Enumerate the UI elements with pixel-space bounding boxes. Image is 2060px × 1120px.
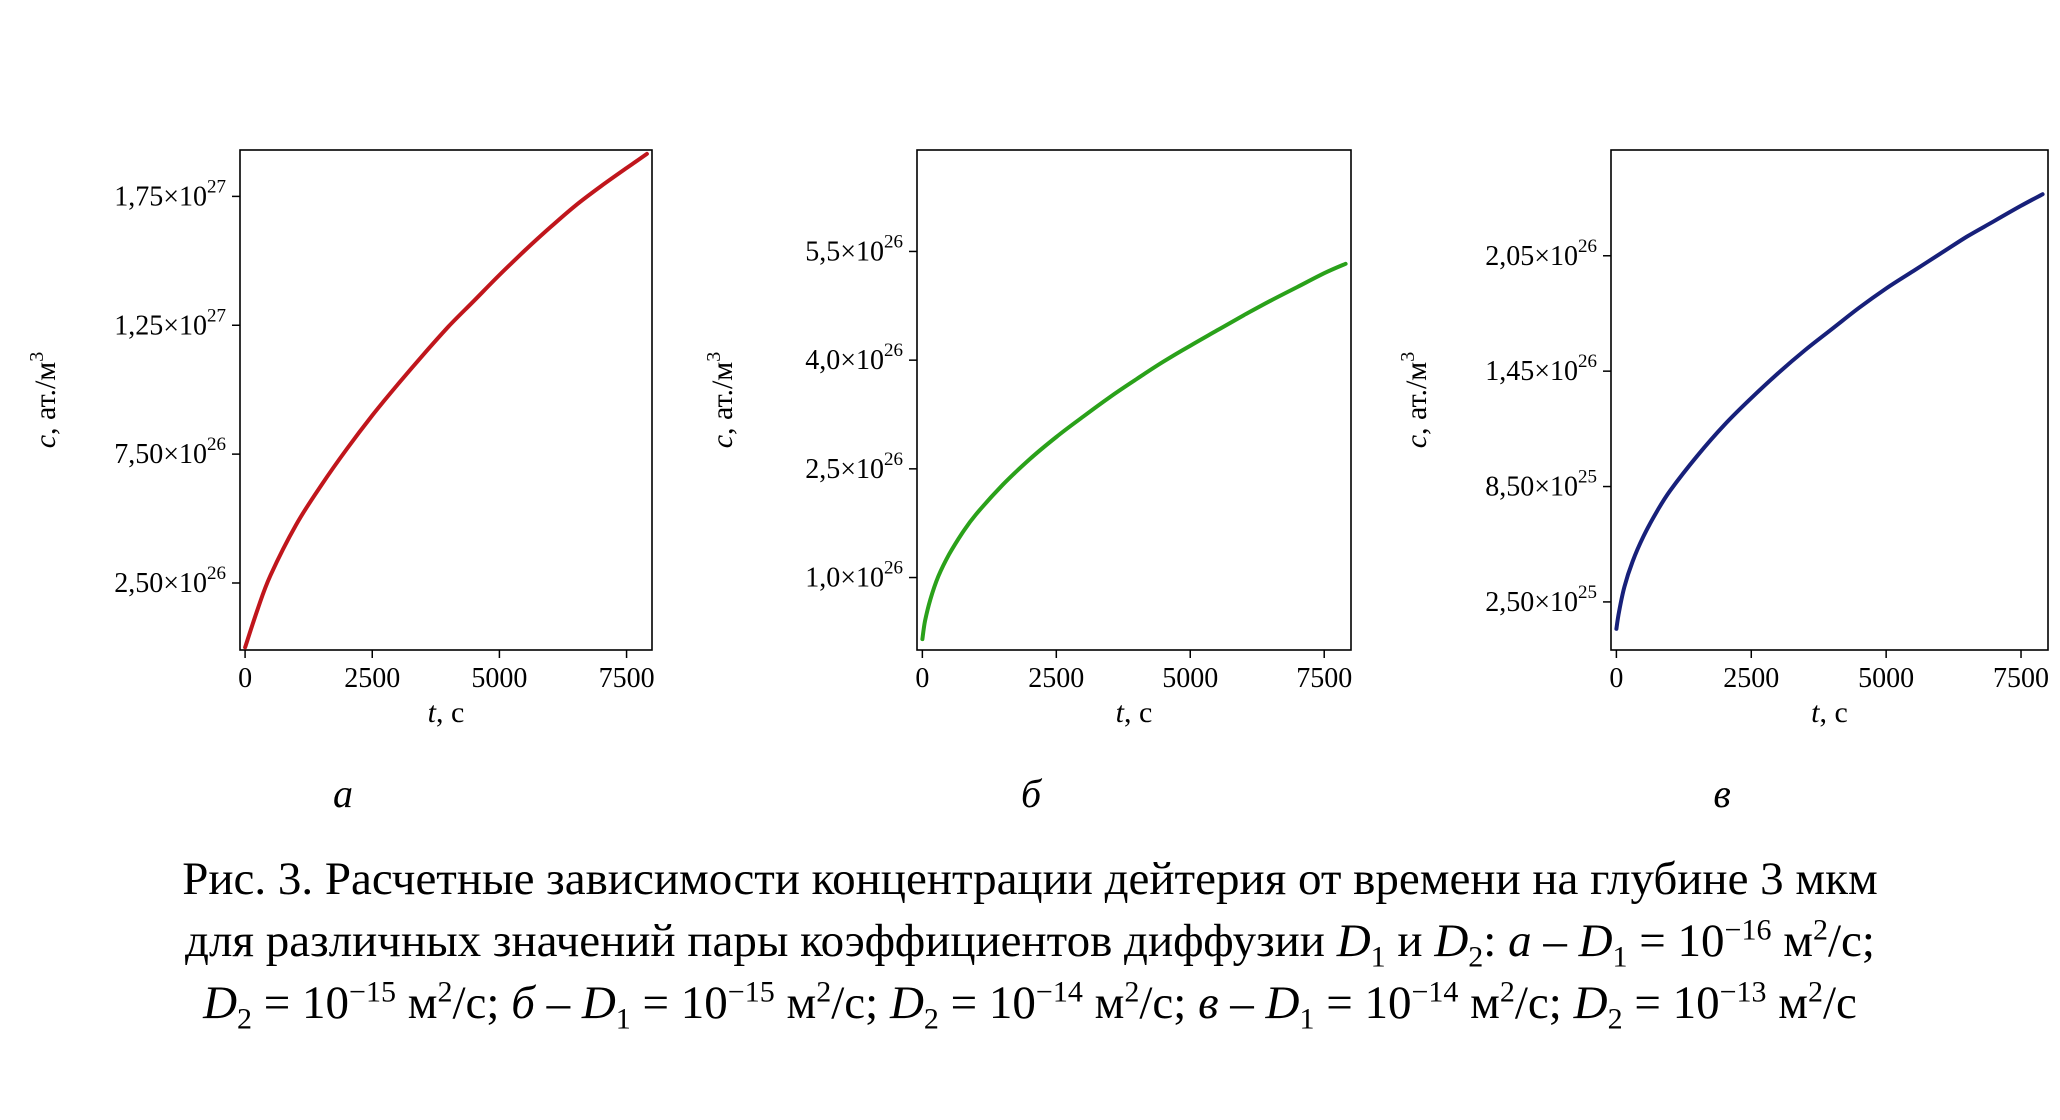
panel-letter: в [1713, 771, 1730, 816]
figure-caption: Рис. 3. Расчетные зависимости концентрац… [0, 848, 2060, 1034]
y-tick-label: 1,75×1027 [114, 176, 226, 212]
plot-frame [916, 149, 1352, 651]
chart-panel-а: 0 2500 5000 7500 2,50×1026 7,50×1026 1,25×1027… [26, 149, 655, 816]
x-tick-label: 0 [238, 663, 252, 694]
y-tick-label: 1,0×1026 [805, 558, 903, 594]
x-tick-label: 5000 [471, 663, 527, 694]
x-axis-label: t, с [428, 696, 465, 729]
y-axis-label: c, ат./м3 [26, 352, 62, 449]
caption-line-2: для различных значений пары коэффициенто… [185, 913, 1875, 974]
x-tick-label: 2500 [344, 663, 400, 694]
plot-frame [1610, 149, 2049, 651]
series-line [243, 151, 649, 650]
x-tick-label: 2500 [1723, 663, 1779, 694]
chart-panel-б: 0 2500 5000 7500 1,0×1026 2,5×1026 4,0×1026 5,5… [703, 149, 1352, 816]
x-tick-label: 0 [915, 663, 929, 694]
series-line [1614, 192, 2045, 631]
y-tick-label: 1,25×1027 [114, 305, 226, 341]
x-tick-label: 7500 [1993, 663, 2049, 694]
caption-line-1: Рис. 3. Расчетные зависимости концентрац… [0, 848, 2060, 910]
x-tick-label: 0 [1609, 663, 1623, 694]
x-tick-label: 5000 [1162, 663, 1218, 694]
x-tick-label: 5000 [1858, 663, 1914, 694]
y-tick-label: 2,5×1026 [805, 449, 903, 485]
x-tick-label: 2500 [1028, 663, 1084, 694]
y-tick-label: 8,50×1025 [1485, 467, 1597, 503]
y-tick-label: 2,50×1025 [1485, 582, 1597, 618]
y-tick-label: 1,45×1026 [1485, 351, 1597, 387]
y-axis-label: c, ат./м3 [1397, 352, 1433, 449]
y-axis-label: c, ат./м3 [703, 352, 739, 449]
x-axis-label: t, с [1811, 696, 1848, 729]
panel-letter: а [333, 771, 353, 816]
x-axis-label: t, с [1116, 696, 1153, 729]
y-tick-label: 7,50×1026 [114, 434, 226, 470]
plot-frame [239, 149, 653, 651]
x-tick-label: 7500 [1296, 663, 1352, 694]
caption-line-3: D2 = 10−15 м2/с; б – D1 = 10−15 м2/с; D2… [203, 975, 1857, 1036]
series-line [920, 261, 1348, 642]
chart-panel-в: 0 2500 5000 7500 2,50×1025 8,50×1025 1,45×1026… [1397, 149, 2049, 816]
y-tick-label: 2,05×1026 [1485, 236, 1597, 272]
y-tick-label: 2,50×1026 [114, 563, 226, 599]
y-tick-label: 4,0×1026 [805, 340, 903, 376]
y-tick-label: 5,5×1026 [805, 231, 903, 267]
panel-letter: б [1021, 771, 1043, 816]
x-tick-label: 7500 [599, 663, 655, 694]
caption-text-1: Рис. 3. Расчетные зависимости концентрац… [182, 853, 1878, 905]
